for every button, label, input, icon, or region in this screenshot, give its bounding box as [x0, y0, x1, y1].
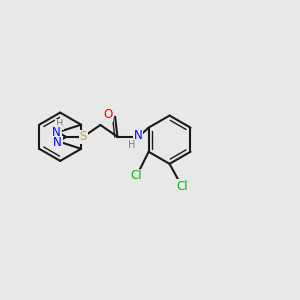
Text: Cl: Cl: [130, 169, 142, 182]
Text: N: N: [52, 126, 61, 139]
Text: H: H: [128, 140, 136, 150]
Text: Cl: Cl: [176, 180, 188, 193]
Text: H: H: [56, 119, 63, 129]
Text: O: O: [103, 108, 112, 121]
Text: S: S: [80, 130, 87, 143]
Text: N: N: [134, 129, 142, 142]
Text: N: N: [53, 136, 62, 149]
